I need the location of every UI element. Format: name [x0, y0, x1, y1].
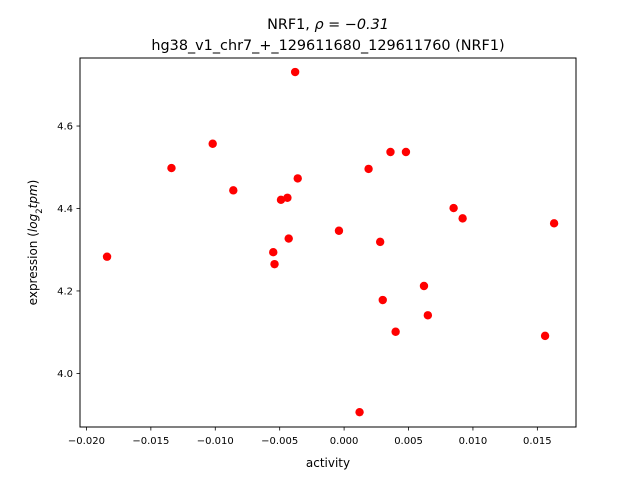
data-point — [423, 311, 433, 320]
y-axis-label: expression (log2tpm) — [26, 180, 45, 306]
y-tick-label: 4.6 — [57, 122, 73, 133]
y-axis-ticks: 4.0 4.2 4.4 4.6 — [57, 122, 80, 380]
data-point — [401, 147, 411, 157]
chart-title-line1: NRF1, ρ = −0.31 — [267, 17, 389, 33]
data-point — [364, 164, 373, 174]
data-point — [391, 327, 400, 336]
x-tick-label: 0.005 — [394, 436, 423, 447]
data-point — [293, 174, 302, 183]
data-point — [208, 139, 217, 148]
data-point — [378, 295, 387, 305]
data-point — [284, 234, 293, 243]
x-tick-label: −0.015 — [132, 436, 169, 447]
data-point — [290, 67, 300, 77]
data-point — [386, 147, 395, 157]
data-point — [102, 252, 112, 261]
data-point — [229, 186, 238, 195]
x-tick-label: −0.005 — [261, 436, 298, 447]
data-point — [276, 195, 286, 205]
x-tick-label: −0.010 — [197, 436, 234, 447]
data-points — [102, 67, 559, 417]
x-axis-label: activity — [306, 456, 350, 470]
data-point — [270, 259, 279, 269]
chart-title-line2: hg38_v1_chr7_+_129611680_129611760 (NRF1… — [151, 38, 504, 54]
plot-area-frame — [79, 57, 577, 428]
x-tick-label: 0.010 — [459, 436, 488, 447]
data-point — [283, 193, 292, 202]
data-point — [540, 331, 550, 341]
x-tick-label: 0.015 — [523, 436, 552, 447]
x-tick-label: −0.020 — [68, 436, 105, 447]
x-axis-ticks: −0.020 −0.015 −0.010 −0.005 0.000 0.005 0.010 0… — [68, 427, 552, 447]
y-tick-label: 4.4 — [57, 204, 73, 215]
data-point — [458, 214, 467, 223]
x-tick-label: 0.000 — [330, 436, 359, 447]
data-point — [549, 219, 559, 228]
data-point — [355, 407, 364, 417]
data-point — [419, 281, 429, 291]
data-point — [167, 163, 176, 173]
y-tick-label: 4.0 — [57, 369, 73, 380]
data-point — [269, 247, 278, 257]
data-point — [449, 203, 458, 213]
data-point — [334, 226, 344, 235]
data-point — [375, 237, 385, 247]
y-tick-label: 4.2 — [57, 287, 73, 298]
